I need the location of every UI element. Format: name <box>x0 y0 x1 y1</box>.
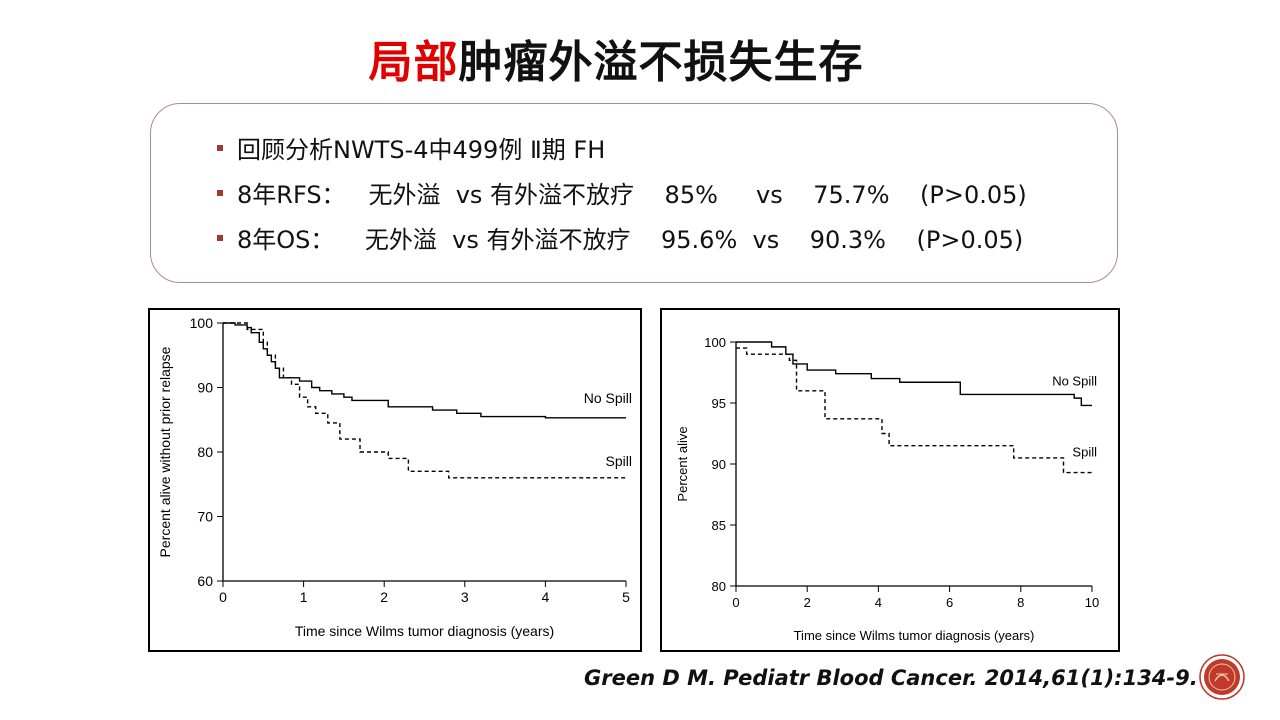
y-axis-label: Percent alive <box>675 426 690 501</box>
x-tick-label: 1 <box>300 589 308 605</box>
page-title: 局部肿瘤外溢不损失生存 <box>0 26 1232 90</box>
x-tick-label: 5 <box>622 589 630 605</box>
bullet-item: 8年RFS： 无外溢 vs 有外溢不放疗 85% vs 75.7% (P>0.0… <box>217 175 1027 215</box>
x-tick-label: 0 <box>732 595 739 610</box>
bullet-item: 回顾分析NWTS-4中499例 Ⅱ期 FH <box>217 130 605 170</box>
x-tick-label: 6 <box>946 595 953 610</box>
circular-emblem-icon <box>1199 654 1245 700</box>
bullet-square-icon <box>217 235 223 241</box>
bullet-text: 回顾分析NWTS-4中499例 Ⅱ期 FH <box>237 136 606 164</box>
summary-box: 回顾分析NWTS-4中499例 Ⅱ期 FH 8年RFS： 无外溢 vs 有外溢不… <box>150 103 1118 283</box>
y-tick-label: 100 <box>190 315 214 331</box>
y-tick-label: 85 <box>712 518 726 533</box>
bullet-square-icon <box>217 145 223 151</box>
y-tick-label: 95 <box>712 396 726 411</box>
series-label-spill: Spill <box>606 453 632 469</box>
x-tick-label: 2 <box>380 589 388 605</box>
series-label-no-spill: No Spill <box>584 390 632 406</box>
series-line-no-spill <box>223 322 626 419</box>
x-tick-label: 3 <box>461 589 469 605</box>
y-axis-label: Percent alive without prior relapse <box>157 346 173 557</box>
citation: Green D M. Pediatr Blood Cancer. 2014,61… <box>584 666 1198 690</box>
y-tick-label: 100 <box>704 335 726 350</box>
series-line-no-spill <box>736 341 1092 407</box>
series-line-spill <box>223 322 626 479</box>
x-tick-label: 4 <box>875 595 882 610</box>
bullet-text: 8年OS： 无外溢 vs 有外溢不放疗 95.6% vs 90.3% (P>0.… <box>237 226 1024 254</box>
x-axis-label: Time since Wilms tumor diagnosis (years) <box>295 623 554 639</box>
y-tick-label: 70 <box>197 509 213 525</box>
bullet-item: 8年OS： 无外溢 vs 有外溢不放疗 95.6% vs 90.3% (P>0.… <box>217 220 1023 260</box>
y-tick-label: 80 <box>712 579 726 594</box>
bullet-square-icon <box>217 190 223 196</box>
x-tick-label: 8 <box>1017 595 1024 610</box>
y-tick-label: 90 <box>197 380 213 396</box>
x-tick-label: 2 <box>804 595 811 610</box>
rfs-chart-svg: 0 1 2 3 4 5 60 70 80 90 100 Time since Wilms tumor … <box>157 315 632 639</box>
rfs-survival-chart: 0 1 2 3 4 5 60 70 80 90 100 Time since Wilms tumor … <box>148 308 642 652</box>
series-line-spill <box>736 347 1092 474</box>
x-tick-label: 0 <box>219 589 227 605</box>
series-label-no-spill: No Spill <box>1052 373 1097 388</box>
x-tick-label: 4 <box>542 589 550 605</box>
x-axis-label: Time since Wilms tumor diagnosis (years) <box>794 628 1035 643</box>
x-tick-label: 10 <box>1085 595 1099 610</box>
title-rest: 肿瘤外溢不损失生存 <box>458 37 864 88</box>
series-label-spill: Spill <box>1072 445 1097 460</box>
y-tick-label: 60 <box>197 573 213 589</box>
title-highlight: 局部 <box>368 37 459 88</box>
os-chart-svg: 0 2 4 6 8 10 80 85 90 95 100 Time since Wilms tumor… <box>675 335 1099 643</box>
y-tick-label: 90 <box>712 457 726 472</box>
y-tick-label: 80 <box>197 444 213 460</box>
os-survival-chart: 0 2 4 6 8 10 80 85 90 95 100 Time since Wilms tumor… <box>660 308 1120 652</box>
bullet-text: 8年RFS： 无外溢 vs 有外溢不放疗 85% vs 75.7% (P>0.0… <box>237 181 1027 209</box>
